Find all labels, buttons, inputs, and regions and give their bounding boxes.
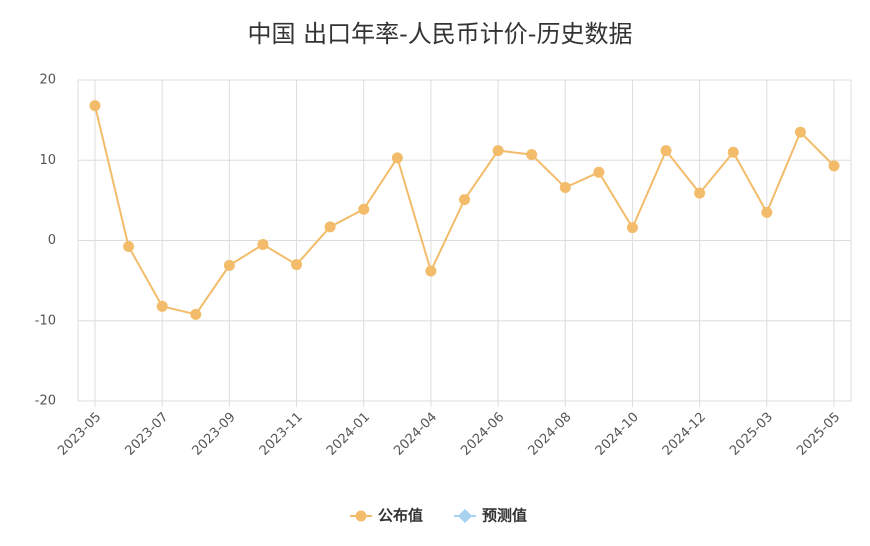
point <box>626 222 638 234</box>
x-tick-label: 2024-10 <box>593 410 642 459</box>
point <box>761 206 773 218</box>
x-tick-label: 2023-09 <box>190 410 239 459</box>
point <box>89 100 101 112</box>
point <box>593 166 605 178</box>
x-tick-label: 2024-06 <box>458 410 507 459</box>
x-tick-label: 2025-05 <box>794 410 843 459</box>
point <box>123 241 135 253</box>
point <box>291 259 303 271</box>
point <box>828 160 840 172</box>
point <box>794 126 806 138</box>
x-tick-label: 2024-01 <box>324 410 373 459</box>
y-tick-label: -20 <box>35 394 56 409</box>
legend-item[interactable]: 公布值 <box>350 507 423 525</box>
line <box>94 105 835 316</box>
x-tick-label: 2024-12 <box>660 410 709 459</box>
y-tick-label: 10 <box>39 153 56 168</box>
x-tick-label: 2024-04 <box>391 410 440 459</box>
point <box>660 145 672 157</box>
x-tick-label: 2023-11 <box>257 410 306 459</box>
point <box>425 265 437 277</box>
point <box>190 308 202 320</box>
legend-symbol <box>355 510 367 522</box>
chart-title: 中国 出口年率-人民币计价-历史数据 <box>248 20 633 48</box>
x-tick-label: 2025-03 <box>727 410 776 459</box>
legend-label: 公布值 <box>378 507 423 525</box>
point <box>526 149 538 161</box>
y-tick-label: -10 <box>35 313 56 328</box>
legend: 公布值 预测值 <box>350 507 527 525</box>
y-tick-label: 20 <box>39 73 56 88</box>
point <box>492 145 504 157</box>
x-tick-label: 2024-08 <box>526 410 575 459</box>
point <box>358 203 370 215</box>
point <box>559 182 571 194</box>
x-tick-label: 2023-07 <box>122 410 171 459</box>
legend-symbol <box>457 508 473 524</box>
point <box>257 239 269 251</box>
legend-item[interactable]: 预测值 <box>454 507 527 525</box>
point <box>391 152 403 164</box>
point <box>727 146 739 158</box>
point <box>459 194 470 206</box>
point <box>324 221 336 233</box>
x-tick-label: 2023-05 <box>55 410 104 459</box>
legend-label: 预测值 <box>482 507 527 525</box>
point <box>156 300 168 312</box>
point <box>694 187 706 199</box>
point <box>223 259 235 271</box>
y-tick-label: 0 <box>48 233 56 248</box>
